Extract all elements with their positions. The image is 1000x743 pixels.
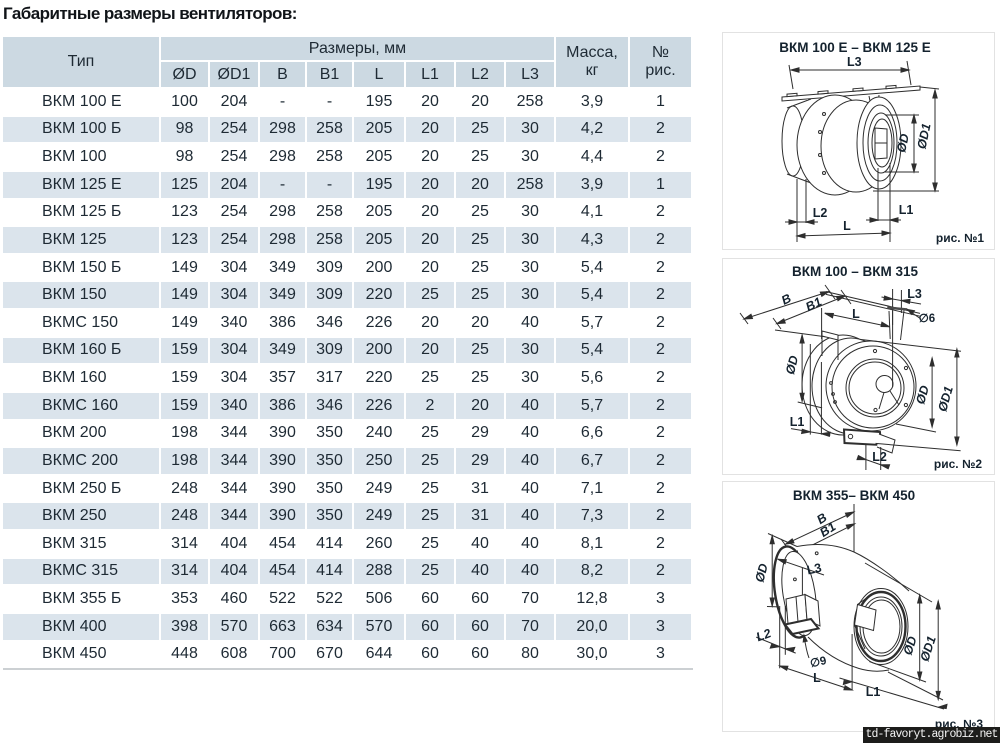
svg-text:L3: L3 <box>806 561 823 578</box>
svg-text:рис. №3: рис. №3 <box>935 717 983 729</box>
svg-text:L3: L3 <box>847 55 862 69</box>
svg-text:L: L <box>852 307 860 321</box>
svg-text:L1: L1 <box>866 685 881 699</box>
svg-text:L3: L3 <box>907 287 922 301</box>
svg-text:ØD: ØD <box>901 635 920 657</box>
svg-text:L2: L2 <box>754 626 773 644</box>
svg-text:ØD: ØD <box>913 384 932 406</box>
svg-text:ØD1: ØD1 <box>935 385 956 414</box>
svg-text:ØD1: ØD1 <box>915 122 934 150</box>
svg-text:ØD1: ØD1 <box>918 634 939 663</box>
svg-text:ВКМ 100 – ВКМ 315: ВКМ 100 – ВКМ 315 <box>792 264 919 279</box>
svg-text:рис. №1: рис. №1 <box>936 231 984 245</box>
svg-text:L1: L1 <box>899 203 914 217</box>
svg-text:ØD: ØD <box>752 562 770 584</box>
svg-text:L: L <box>813 671 821 685</box>
svg-text:L: L <box>843 219 851 233</box>
svg-text:∅6: ∅6 <box>919 313 935 325</box>
svg-text:ØD: ØD <box>894 133 912 154</box>
svg-text:ØD: ØD <box>783 354 801 376</box>
svg-text:ВКМ 100 Е – ВКМ 125 Е: ВКМ 100 Е – ВКМ 125 Е <box>779 40 931 55</box>
svg-text:L2: L2 <box>872 450 887 464</box>
svg-text:∅9: ∅9 <box>809 655 828 670</box>
svg-text:рис. №2: рис. №2 <box>934 457 982 471</box>
svg-text:ВКМ 355– ВКМ 450: ВКМ 355– ВКМ 450 <box>793 488 915 503</box>
svg-text:B1: B1 <box>803 295 824 315</box>
svg-text:B: B <box>779 291 793 308</box>
svg-text:L2: L2 <box>813 206 828 220</box>
svg-text:L1: L1 <box>790 415 805 429</box>
